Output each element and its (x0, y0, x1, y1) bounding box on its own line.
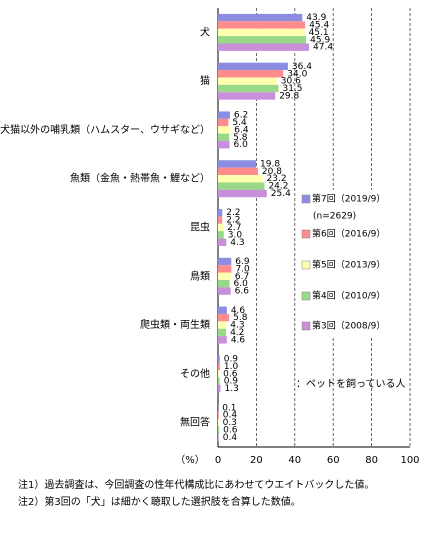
category-label: 魚類（金魚・熱帯魚・鯉など） (70, 172, 210, 185)
legend-label: 第6回（2016/9） (312, 228, 385, 240)
value-label: 6.6 (235, 287, 250, 297)
bar (218, 70, 283, 77)
bar (218, 287, 231, 294)
legend-swatch (302, 292, 310, 300)
bar (218, 126, 230, 133)
bar (218, 182, 264, 189)
category-label: 犬 (200, 25, 210, 38)
legend-swatch (302, 230, 310, 238)
legend-note: (n=2629) (313, 212, 356, 222)
bar (218, 265, 231, 272)
legend-label: 第5回（2013/9） (312, 259, 385, 271)
category-label: 無回答 (180, 416, 210, 429)
bar (218, 419, 219, 426)
bar (218, 119, 228, 126)
x-tick-label: 80 (365, 455, 378, 466)
bar (218, 175, 263, 182)
value-label: 29.8 (279, 91, 299, 101)
bar (218, 280, 230, 287)
legend-swatch (302, 195, 310, 203)
category-label: その他 (180, 367, 210, 380)
bar (218, 92, 275, 99)
bar (218, 224, 223, 231)
x-tick-label: 0 (215, 455, 221, 466)
bar (218, 43, 309, 50)
bar (218, 336, 227, 343)
bar (218, 14, 302, 21)
bar (218, 385, 220, 392)
bar (218, 355, 220, 362)
bar (218, 134, 229, 141)
category-label: 猫 (200, 74, 210, 87)
x-axis-label: （%） (175, 454, 205, 466)
bar (218, 370, 219, 377)
bar (218, 190, 267, 197)
value-label: 1.3 (224, 384, 238, 394)
bar (218, 85, 278, 92)
bar (218, 363, 220, 370)
value-label: 0.4 (223, 433, 238, 443)
bar (218, 216, 222, 223)
x-tick-label: 20 (250, 455, 263, 466)
bar (218, 307, 227, 314)
bar (218, 258, 231, 265)
bar (218, 239, 226, 246)
note: 注2）第3回の「犬」は細かく聴取した選択肢を合算した数値。 (18, 495, 301, 508)
bar (218, 321, 226, 328)
value-label: 4.3 (230, 238, 244, 248)
bar (218, 77, 277, 84)
value-label: 25.4 (271, 189, 291, 199)
category-label: 犬猫以外の哺乳類（ハムスター、ウサギなど） (0, 123, 210, 136)
bar (218, 111, 230, 118)
bar (218, 426, 219, 433)
bar (218, 434, 219, 441)
bar (218, 231, 224, 238)
category-label: 爬虫類・両生類 (140, 318, 210, 331)
x-tick-label: 100 (400, 455, 419, 466)
x-tick-label: 40 (288, 455, 301, 466)
bar (218, 209, 222, 216)
value-label: 4.6 (231, 335, 246, 345)
value-label: 47.4 (313, 43, 333, 53)
bar (218, 29, 305, 36)
bar (218, 36, 306, 43)
legend-swatch (302, 261, 310, 269)
category-label: 鳥類 (190, 269, 210, 282)
bar (218, 168, 258, 175)
bar (218, 412, 219, 419)
annotation: ：ペットを飼っている人 (296, 377, 406, 390)
bar (218, 63, 288, 70)
bar (218, 160, 256, 167)
bar (218, 273, 231, 280)
category-label: 昆虫 (190, 222, 210, 234)
x-tick-label: 60 (327, 455, 340, 466)
bar (218, 329, 226, 336)
legend-label: 第7回（2019/9） (312, 193, 385, 205)
legend-label: 第3回（2008/9） (312, 320, 385, 332)
bar (218, 378, 220, 385)
legend-label: 第4回（2010/9） (312, 290, 385, 302)
legend-swatch (302, 322, 310, 330)
value-label: 6.0 (234, 140, 249, 150)
bar (218, 21, 305, 28)
note: 注1）過去調査は、今回調査の性年代構成比にあわせてウエイトバックした値。 (18, 478, 374, 491)
bar (218, 314, 229, 321)
bar (218, 141, 230, 148)
